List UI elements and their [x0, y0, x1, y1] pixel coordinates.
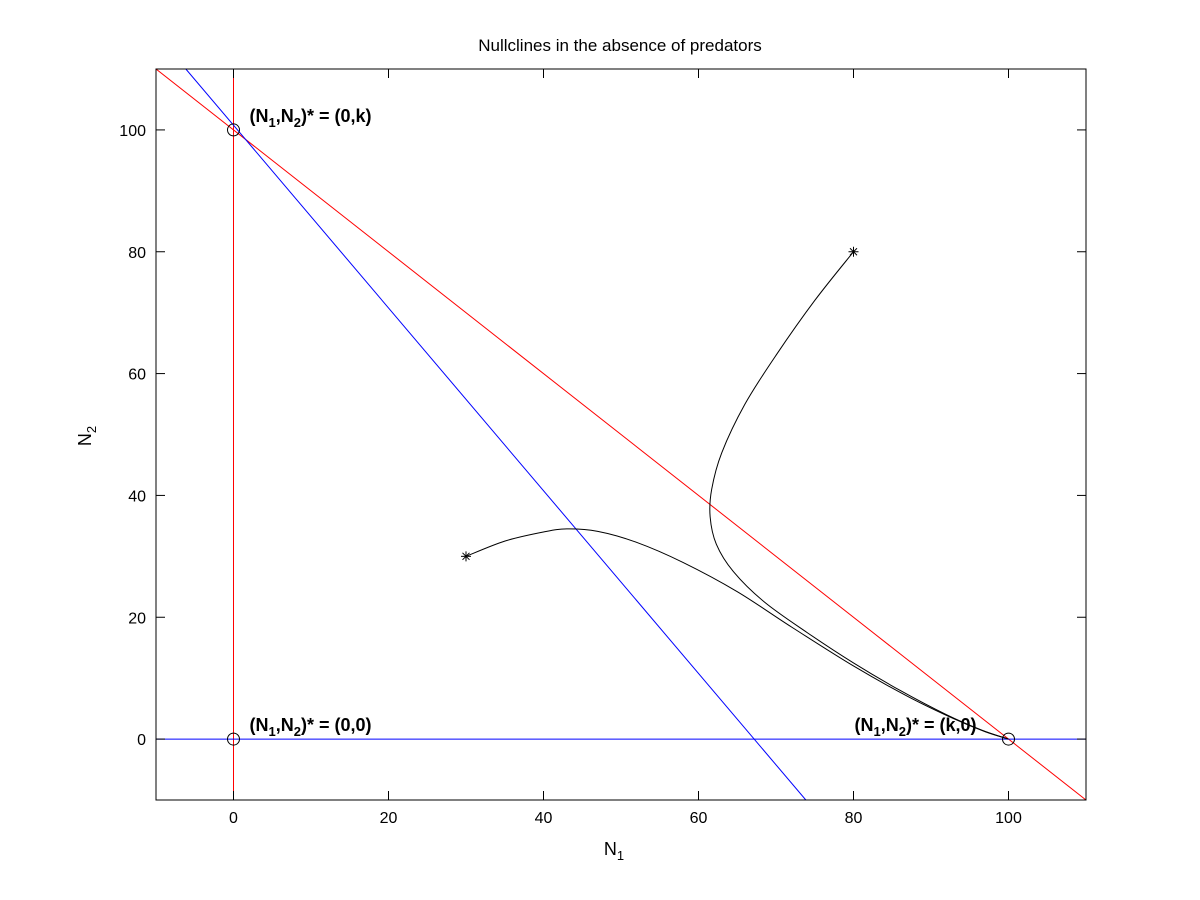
y-tick-label: 0: [137, 732, 146, 749]
nullcline-line-2: [156, 69, 1086, 800]
x-tick-label: 0: [229, 810, 238, 827]
x-tick-label: 20: [380, 810, 398, 827]
equilibrium-marker: [1002, 732, 1015, 746]
y-tick-label: 100: [119, 123, 146, 140]
chart-title: Nullclines in the absence of predators: [478, 36, 762, 55]
y-tick-label: 80: [128, 245, 146, 262]
x-tick-label: 80: [845, 810, 863, 827]
series-layer: [156, 69, 1086, 800]
trajectory-1: [465, 528, 1009, 740]
trajectory-2: [709, 251, 1009, 740]
nullcline-line-3: [185, 69, 807, 800]
x-axis-label: N1: [604, 839, 624, 863]
y-tick-label: 60: [128, 367, 146, 384]
equilibrium-marker: [227, 123, 240, 137]
x-tick-label: 100: [995, 810, 1022, 827]
trajectory-start-marker: [461, 551, 471, 562]
markers-layer: [227, 123, 1015, 746]
plot-frame: [155, 68, 1087, 801]
trajectory-start-marker: [848, 246, 859, 257]
ticks-layer: 0 20 40 60 80 100 0 20 40 60 80 100: [119, 69, 1086, 827]
x-tick-label: 40: [535, 810, 553, 827]
annotations: (N1,N2)* = (0,k) (N1,N2)* = (0,0) (N1,N2)*…: [250, 106, 977, 739]
equilibrium-marker: [227, 732, 240, 746]
equilibrium-label: (N1,N2)* = (0,k): [250, 106, 372, 130]
equilibrium-label: (N1,N2)* = (k,0): [854, 715, 976, 739]
y-tick-label: 40: [128, 488, 146, 505]
y-tick-label: 20: [128, 610, 146, 627]
y-axis-label: N2: [75, 426, 99, 446]
equilibrium-label: (N1,N2)* = (0,0): [250, 715, 372, 739]
x-tick-label: 60: [690, 810, 708, 827]
